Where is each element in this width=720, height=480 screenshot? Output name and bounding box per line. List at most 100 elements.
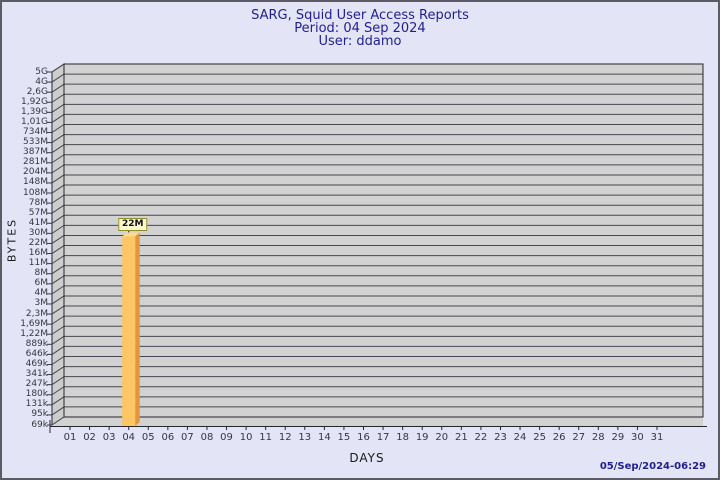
wall-tick xyxy=(51,235,65,244)
x-axis-label: 09 xyxy=(220,432,233,443)
plot-area xyxy=(64,64,703,417)
wall-tick xyxy=(51,345,65,355)
bar-top xyxy=(122,232,140,237)
wall-tick xyxy=(51,265,65,275)
y-axis-label: 341k xyxy=(25,369,48,380)
x-axis-label: 18 xyxy=(396,432,409,443)
wall-tick xyxy=(51,93,65,103)
y-axis-label: 2,3M xyxy=(25,308,48,319)
report-period: Period: 04 Sep 2024 xyxy=(294,21,426,36)
x-axis-title: DAYS xyxy=(349,451,385,465)
x-axis-label: 14 xyxy=(317,432,331,443)
y-axis-label: 387M xyxy=(23,147,48,158)
wall-tick xyxy=(51,325,65,335)
x-axis-label: 11 xyxy=(259,432,273,443)
wall-tick xyxy=(51,295,65,305)
y-axis-label: 78M xyxy=(28,197,48,208)
report-user: User: ddamo xyxy=(318,34,402,49)
y-axis-label: 1,22M xyxy=(20,328,48,339)
plot-border xyxy=(63,63,704,418)
y-axis-label: 646k xyxy=(25,348,48,359)
wall-tick xyxy=(51,154,65,164)
y-axis-label: 30M xyxy=(28,227,48,238)
wall-tick xyxy=(51,83,65,93)
x-axis-label: 08 xyxy=(200,432,214,443)
x-axis-label: 15 xyxy=(337,432,351,443)
x-axis-label: 28 xyxy=(591,432,605,443)
x-axis-label: 20 xyxy=(435,432,449,443)
wall-tick xyxy=(51,396,65,406)
x-axis-label: 23 xyxy=(494,432,507,443)
y-axis-label: 533M xyxy=(23,137,48,148)
x-axis-label: 02 xyxy=(83,432,96,443)
wall-tick xyxy=(51,356,65,365)
y-axis-label: 57M xyxy=(28,207,48,218)
x-axis-label: 19 xyxy=(415,432,429,443)
report-title: SARG, Squid User Access Reports xyxy=(251,8,469,23)
wall-tick xyxy=(51,73,65,83)
bar-value-box: 22M xyxy=(117,218,148,232)
wall-tick xyxy=(51,63,65,73)
y-axis-label: 148M xyxy=(23,177,48,188)
wall-tick xyxy=(51,114,65,123)
wall-tick xyxy=(51,174,65,184)
x-axis-label: 07 xyxy=(181,432,194,443)
x-axis-label: 30 xyxy=(631,432,644,443)
y-axis-label: 131k xyxy=(25,399,48,410)
y-axis-label: 247k xyxy=(25,379,48,390)
y-axis-label: 16M xyxy=(28,248,48,259)
y-axis-label: 22M xyxy=(28,237,48,248)
wall-tick xyxy=(51,204,65,214)
x-axis-label: 21 xyxy=(454,432,468,443)
y-axis-label: 3M xyxy=(34,298,49,309)
wall-tick xyxy=(51,184,65,194)
y-axis-label: 4G xyxy=(35,76,48,87)
wall-tick xyxy=(51,164,65,174)
wall-tick xyxy=(51,416,65,426)
wall-tick xyxy=(51,285,65,295)
wall-tick xyxy=(51,224,65,234)
wall-tick xyxy=(51,366,65,375)
y-axis-label: 6M xyxy=(34,278,49,289)
y-axis-label: 2,6G xyxy=(26,86,48,97)
y-axis-label: 69k xyxy=(31,419,48,430)
x-axis-label: 05 xyxy=(141,432,155,443)
wall-tick xyxy=(51,406,65,416)
y-axis-label: 1,92G xyxy=(20,96,48,107)
bar-side xyxy=(135,232,140,426)
x-axis-label: 17 xyxy=(376,432,390,443)
wall-tick xyxy=(51,335,65,345)
x-axis-label: 31 xyxy=(650,432,664,443)
wall-tick xyxy=(51,245,65,254)
y-axis-label: 4M xyxy=(34,288,49,299)
floor-3d xyxy=(52,417,703,426)
wall-tick xyxy=(51,214,65,224)
x-axis-label: 22 xyxy=(474,432,488,443)
x-axis-label: 26 xyxy=(552,432,566,443)
x-axis-label: 10 xyxy=(239,432,253,443)
y-axis-label: 281M xyxy=(23,157,48,168)
wall-tick xyxy=(51,275,65,285)
y-axis-label: 180k xyxy=(25,389,48,400)
wall-tick xyxy=(51,305,65,315)
x-axis-label: 25 xyxy=(533,432,546,443)
y-axis-label: 204M xyxy=(23,167,48,178)
y-axis-label: 889k xyxy=(25,338,48,349)
x-axis-label: 16 xyxy=(357,432,370,443)
y-axis-label: 8M xyxy=(34,268,49,279)
wall-tick xyxy=(51,315,65,325)
bar-front xyxy=(122,236,136,426)
x-axis-label: 24 xyxy=(513,432,527,443)
x-axis-label: 13 xyxy=(298,432,312,443)
wall-tick xyxy=(51,376,65,386)
y-axis-title: BYTES xyxy=(5,217,19,263)
y-axis-label: 5G xyxy=(35,66,48,77)
x-axis-label: 12 xyxy=(278,432,292,443)
x-axis-label: 27 xyxy=(572,432,586,443)
x-axis-label: 29 xyxy=(611,432,625,443)
y-axis-label: 734M xyxy=(23,127,48,137)
y-axis-label: 469k xyxy=(25,358,48,369)
y-axis-label: 1,39G xyxy=(20,106,48,117)
